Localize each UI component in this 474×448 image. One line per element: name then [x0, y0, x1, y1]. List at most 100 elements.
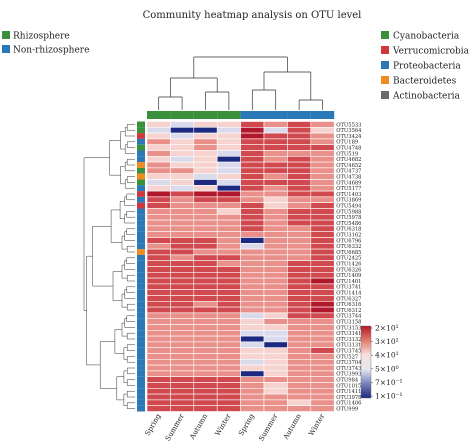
- heatmap-cell: [310, 254, 335, 261]
- phylum-bar-segment: [137, 399, 145, 406]
- phylum-bar-segment: [137, 150, 145, 157]
- phylum-bar-segment: [137, 289, 145, 296]
- row-label: OTU1414: [336, 290, 362, 296]
- row-label: OTU189: [336, 140, 358, 146]
- row-label: OTU527: [336, 354, 358, 360]
- heatmap-cell: [146, 167, 171, 174]
- phylum-legend-label: Proteobacteria: [393, 62, 461, 72]
- heatmap-cell: [170, 225, 195, 232]
- heatmap-cell: [170, 190, 195, 198]
- color-scale-bar: [360, 325, 372, 399]
- heatmap-cell: [240, 324, 265, 331]
- color-scale-label: 3×10²: [375, 337, 399, 346]
- heatmap-cell: [287, 144, 312, 151]
- heatmap-cell: [193, 318, 218, 325]
- heatmap-cell: [193, 225, 218, 232]
- heatmap-cell: [263, 335, 288, 343]
- heatmap-cell: [310, 132, 335, 140]
- phylum-legend-swatch: [381, 46, 389, 54]
- heatmap-cell: [287, 243, 312, 250]
- heatmap-cell: [170, 399, 195, 406]
- heatmap-cell: [263, 214, 288, 221]
- heatmap-cell: [310, 300, 335, 308]
- heatmap-cell: [170, 260, 195, 267]
- heatmap-cell: [240, 376, 265, 383]
- heatmap-cell: [170, 156, 195, 163]
- heatmap-cell: [310, 341, 335, 348]
- heatmap-cell: [193, 382, 218, 389]
- heatmap-cell: [170, 277, 195, 285]
- heatmap-cell: [310, 202, 335, 209]
- heatmap-cell: [240, 370, 265, 377]
- heatmap-cell: [170, 150, 195, 157]
- heatmap-cell: [146, 358, 171, 366]
- row-label: OTU6332: [336, 244, 361, 250]
- heatmap-cell: [310, 358, 335, 366]
- phylum-bar-segment: [137, 336, 145, 342]
- heatmap-cell: [216, 295, 241, 302]
- heatmap-cell: [193, 138, 218, 145]
- phylum-bar-segment: [137, 185, 145, 192]
- heatmap-cell: [263, 399, 288, 406]
- heatmap-cell: [263, 266, 288, 273]
- heatmap-cell: [310, 161, 335, 169]
- heatmap-cell: [216, 364, 241, 372]
- heatmap-cell: [146, 329, 171, 337]
- heatmap-cell: [170, 405, 195, 412]
- heatmap-cell: [146, 324, 171, 331]
- heatmap-cell: [240, 353, 265, 360]
- heatmap-cell: [240, 161, 265, 169]
- phylum-bar-segment: [137, 283, 145, 290]
- heatmap-cell: [240, 289, 265, 296]
- heatmap-cell: [240, 231, 265, 238]
- heatmap-cell: [216, 202, 241, 209]
- phylum-bar-segment: [137, 202, 145, 209]
- heatmap-cell: [146, 202, 171, 209]
- heatmap-cell: [216, 225, 241, 232]
- heatmap-cell: [310, 376, 335, 383]
- heatmap-cell: [240, 364, 265, 372]
- heatmap-cell: [263, 132, 288, 140]
- phylum-bar-segment: [137, 214, 145, 221]
- row-label: OTU3141: [336, 331, 361, 337]
- heatmap-cell: [193, 370, 218, 377]
- group-bar-segment: [240, 111, 264, 119]
- heatmap-cell: [263, 364, 288, 372]
- heatmap-cell: [146, 225, 171, 232]
- heatmap-cell: [240, 387, 265, 395]
- phylum-legend-label: Bacteroidetes: [393, 77, 457, 87]
- heatmap-cell: [216, 306, 241, 314]
- heatmap-cell: [287, 318, 312, 325]
- heatmap-cell: [146, 387, 171, 395]
- phylum-legend-swatch: [381, 91, 389, 99]
- phylum-bar-segment: [137, 208, 145, 215]
- heatmap-cell: [216, 382, 241, 389]
- heatmap-cell: [263, 127, 288, 134]
- group-legend-label: Non-rhizosphere: [13, 46, 89, 56]
- heatmap-cell: [310, 387, 335, 395]
- phylum-bar-segment: [137, 173, 145, 180]
- phylum-bar-segment: [137, 394, 145, 400]
- heatmap-cell: [310, 156, 335, 163]
- heatmap-cell: [240, 248, 265, 256]
- color-scale-label: 5×10⁰: [375, 364, 399, 373]
- heatmap-cell: [240, 144, 265, 151]
- heatmap-cell: [310, 144, 335, 151]
- heatmap-cell: [170, 335, 195, 343]
- phylum-bar-segment: [137, 405, 145, 412]
- heatmap-cell: [216, 243, 241, 250]
- row-label: OTU6796: [336, 238, 361, 244]
- heatmap-cells: [146, 121, 335, 412]
- heatmap-cell: [240, 196, 265, 203]
- row-label: OTU6316: [336, 302, 361, 308]
- color-scale-label: 1×10⁻¹: [375, 392, 403, 401]
- phylum-bar-segment: [137, 138, 145, 145]
- phylum-bar-segment: [137, 295, 145, 302]
- heatmap-cell: [263, 353, 288, 360]
- phylum-bar-segment: [137, 341, 145, 348]
- heatmap-cell: [170, 358, 195, 366]
- heatmap-cell: [146, 283, 171, 290]
- group-bar-segment: [217, 111, 241, 119]
- heatmap-cell: [170, 243, 195, 250]
- heatmap-cell: [310, 185, 335, 192]
